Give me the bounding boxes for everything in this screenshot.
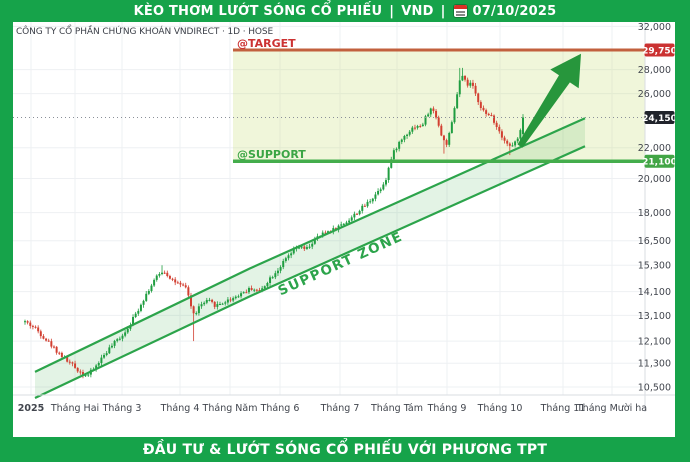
- svg-text:22,000: 22,000: [638, 143, 671, 154]
- svg-text:Tháng 6: Tháng 6: [260, 403, 300, 414]
- svg-text:13,100: 13,100: [638, 311, 671, 322]
- calendar-icon: [453, 5, 467, 17]
- chart-card: 32,000 28,000 26,000 22,000 20,000 18,000 16,5…: [13, 22, 675, 437]
- support-zone-channel[interactable]: [34, 117, 586, 399]
- svg-text:Tháng 4: Tháng 4: [160, 403, 200, 414]
- footer-banner: ĐẦU TƯ & LƯỚT SÓNG CỔ PHIẾU VỚI PHƯƠNG T…: [0, 437, 690, 462]
- svg-text:Tháng Năm: Tháng Năm: [202, 403, 258, 414]
- header-separator-1: |: [389, 3, 395, 19]
- grid: [13, 22, 645, 395]
- up-arrow[interactable]: [517, 53, 582, 148]
- svg-text:12,100: 12,100: [638, 337, 671, 348]
- svg-text:20,000: 20,000: [638, 174, 671, 185]
- svg-text:Tháng 7: Tháng 7: [320, 403, 360, 414]
- svg-text:Tháng Hai: Tháng Hai: [50, 403, 99, 414]
- svg-text:26,000: 26,000: [638, 89, 671, 100]
- x-axis[interactable]: 2025 Tháng Hai Tháng 3 Tháng 4 Tháng Năm Thán…: [18, 403, 647, 414]
- svg-text:Tháng 9: Tháng 9: [427, 403, 467, 414]
- svg-text:16,500: 16,500: [638, 236, 671, 247]
- svg-text:21,100: 21,100: [642, 158, 675, 168]
- svg-text:28,000: 28,000: [638, 65, 671, 76]
- svg-text:14,100: 14,100: [638, 287, 671, 298]
- header-symbol: VND: [401, 3, 434, 19]
- header-separator-2: |: [440, 3, 446, 19]
- svg-text:10,500: 10,500: [638, 383, 671, 394]
- footer-text: ĐẦU TƯ & LƯỚT SÓNG CỔ PHIẾU VỚI PHƯƠNG T…: [142, 441, 548, 458]
- svg-text:18,000: 18,000: [638, 208, 671, 219]
- svg-text:Tháng 10: Tháng 10: [477, 403, 523, 414]
- svg-text:15,300: 15,300: [638, 261, 671, 272]
- price-chart[interactable]: 32,000 28,000 26,000 22,000 20,000 18,000 16,5…: [13, 22, 675, 437]
- header-title: KÈO THƠM LƯỚT SÓNG CỔ PHIẾU: [133, 3, 383, 19]
- header-date: 07/10/2025: [472, 3, 557, 19]
- svg-text:Tháng 3: Tháng 3: [102, 403, 142, 414]
- svg-text:Tháng Tám: Tháng Tám: [370, 403, 423, 414]
- y-axis[interactable]: 32,000 28,000 26,000 22,000 20,000 18,000 16,5…: [638, 22, 675, 394]
- support-zone-fill[interactable]: [35, 118, 585, 398]
- svg-text:Tháng Mười ha: Tháng Mười ha: [576, 403, 647, 414]
- svg-text:2025: 2025: [18, 403, 44, 414]
- svg-text:32,000: 32,000: [638, 22, 671, 33]
- svg-text:24,150: 24,150: [642, 114, 675, 124]
- svg-text:11,300: 11,300: [638, 359, 671, 370]
- header-banner: KÈO THƠM LƯỚT SÓNG CỔ PHIẾU | VND | 07/1…: [0, 0, 690, 22]
- svg-text:Tháng 11: Tháng 11: [540, 403, 586, 414]
- svg-text:29,750: 29,750: [642, 47, 675, 57]
- candlesticks[interactable]: [24, 67, 524, 379]
